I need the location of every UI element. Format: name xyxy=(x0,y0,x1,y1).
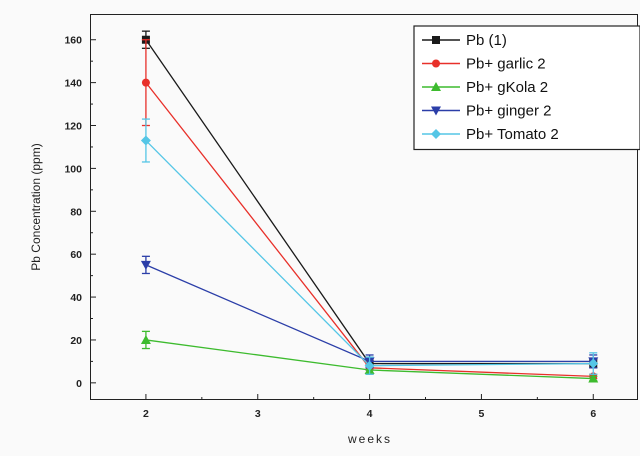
axes-layer: 0 20 40 60 80 100 120 140 160 2 3 4 5 6 weeks Pb Concen… xyxy=(29,35,596,446)
data-point xyxy=(140,334,151,344)
x-tick-label: 2 xyxy=(143,408,149,420)
legend-marker xyxy=(431,129,441,139)
y-tick-label: 40 xyxy=(70,292,82,304)
y-axis-title: Pb Concentration (ppm) xyxy=(29,143,43,270)
legend: Pb (1) Pb+ garlic 2 Pb+ gKola 2 Pb+ ginger … xyxy=(413,25,640,151)
legend-label: Pb+ ginger 2 xyxy=(466,103,551,120)
data-point xyxy=(140,260,151,270)
legend-label: Pb+ Tomato 2 xyxy=(466,126,559,143)
legend-marker xyxy=(431,82,441,91)
x-tick-label: 3 xyxy=(255,408,261,420)
x-axis-title: weeks xyxy=(347,432,392,446)
data-point xyxy=(140,135,151,146)
y-tick-label: 120 xyxy=(64,121,82,133)
legend-marker xyxy=(432,59,440,68)
legend-marker xyxy=(432,36,440,44)
x-tick-label: 6 xyxy=(590,408,596,420)
data-point xyxy=(141,78,150,87)
series-4 xyxy=(140,255,599,369)
x-tick-label: 5 xyxy=(479,408,485,420)
series-layer xyxy=(140,30,599,383)
legend-marker xyxy=(431,106,441,116)
y-tick-label: 100 xyxy=(64,163,82,175)
y-tick-label: 80 xyxy=(70,206,82,218)
y-tick-label: 160 xyxy=(64,35,82,47)
data-point xyxy=(588,373,599,383)
x-tick-label: 4 xyxy=(367,408,373,420)
y-tick-label: 0 xyxy=(76,378,82,390)
series-line xyxy=(145,140,594,367)
series-5 xyxy=(140,118,599,375)
legend-label: Pb+ garlic 2 xyxy=(466,56,546,73)
y-tick-label: 140 xyxy=(64,78,82,90)
data-point xyxy=(588,358,599,369)
series-line xyxy=(145,264,594,363)
data-point xyxy=(364,360,375,371)
y-tick-label: 20 xyxy=(70,335,82,347)
legend-label: Pb+ gKola 2 xyxy=(466,79,548,96)
y-tick-label: 60 xyxy=(70,249,82,261)
legend-label: Pb (1) xyxy=(466,32,507,49)
